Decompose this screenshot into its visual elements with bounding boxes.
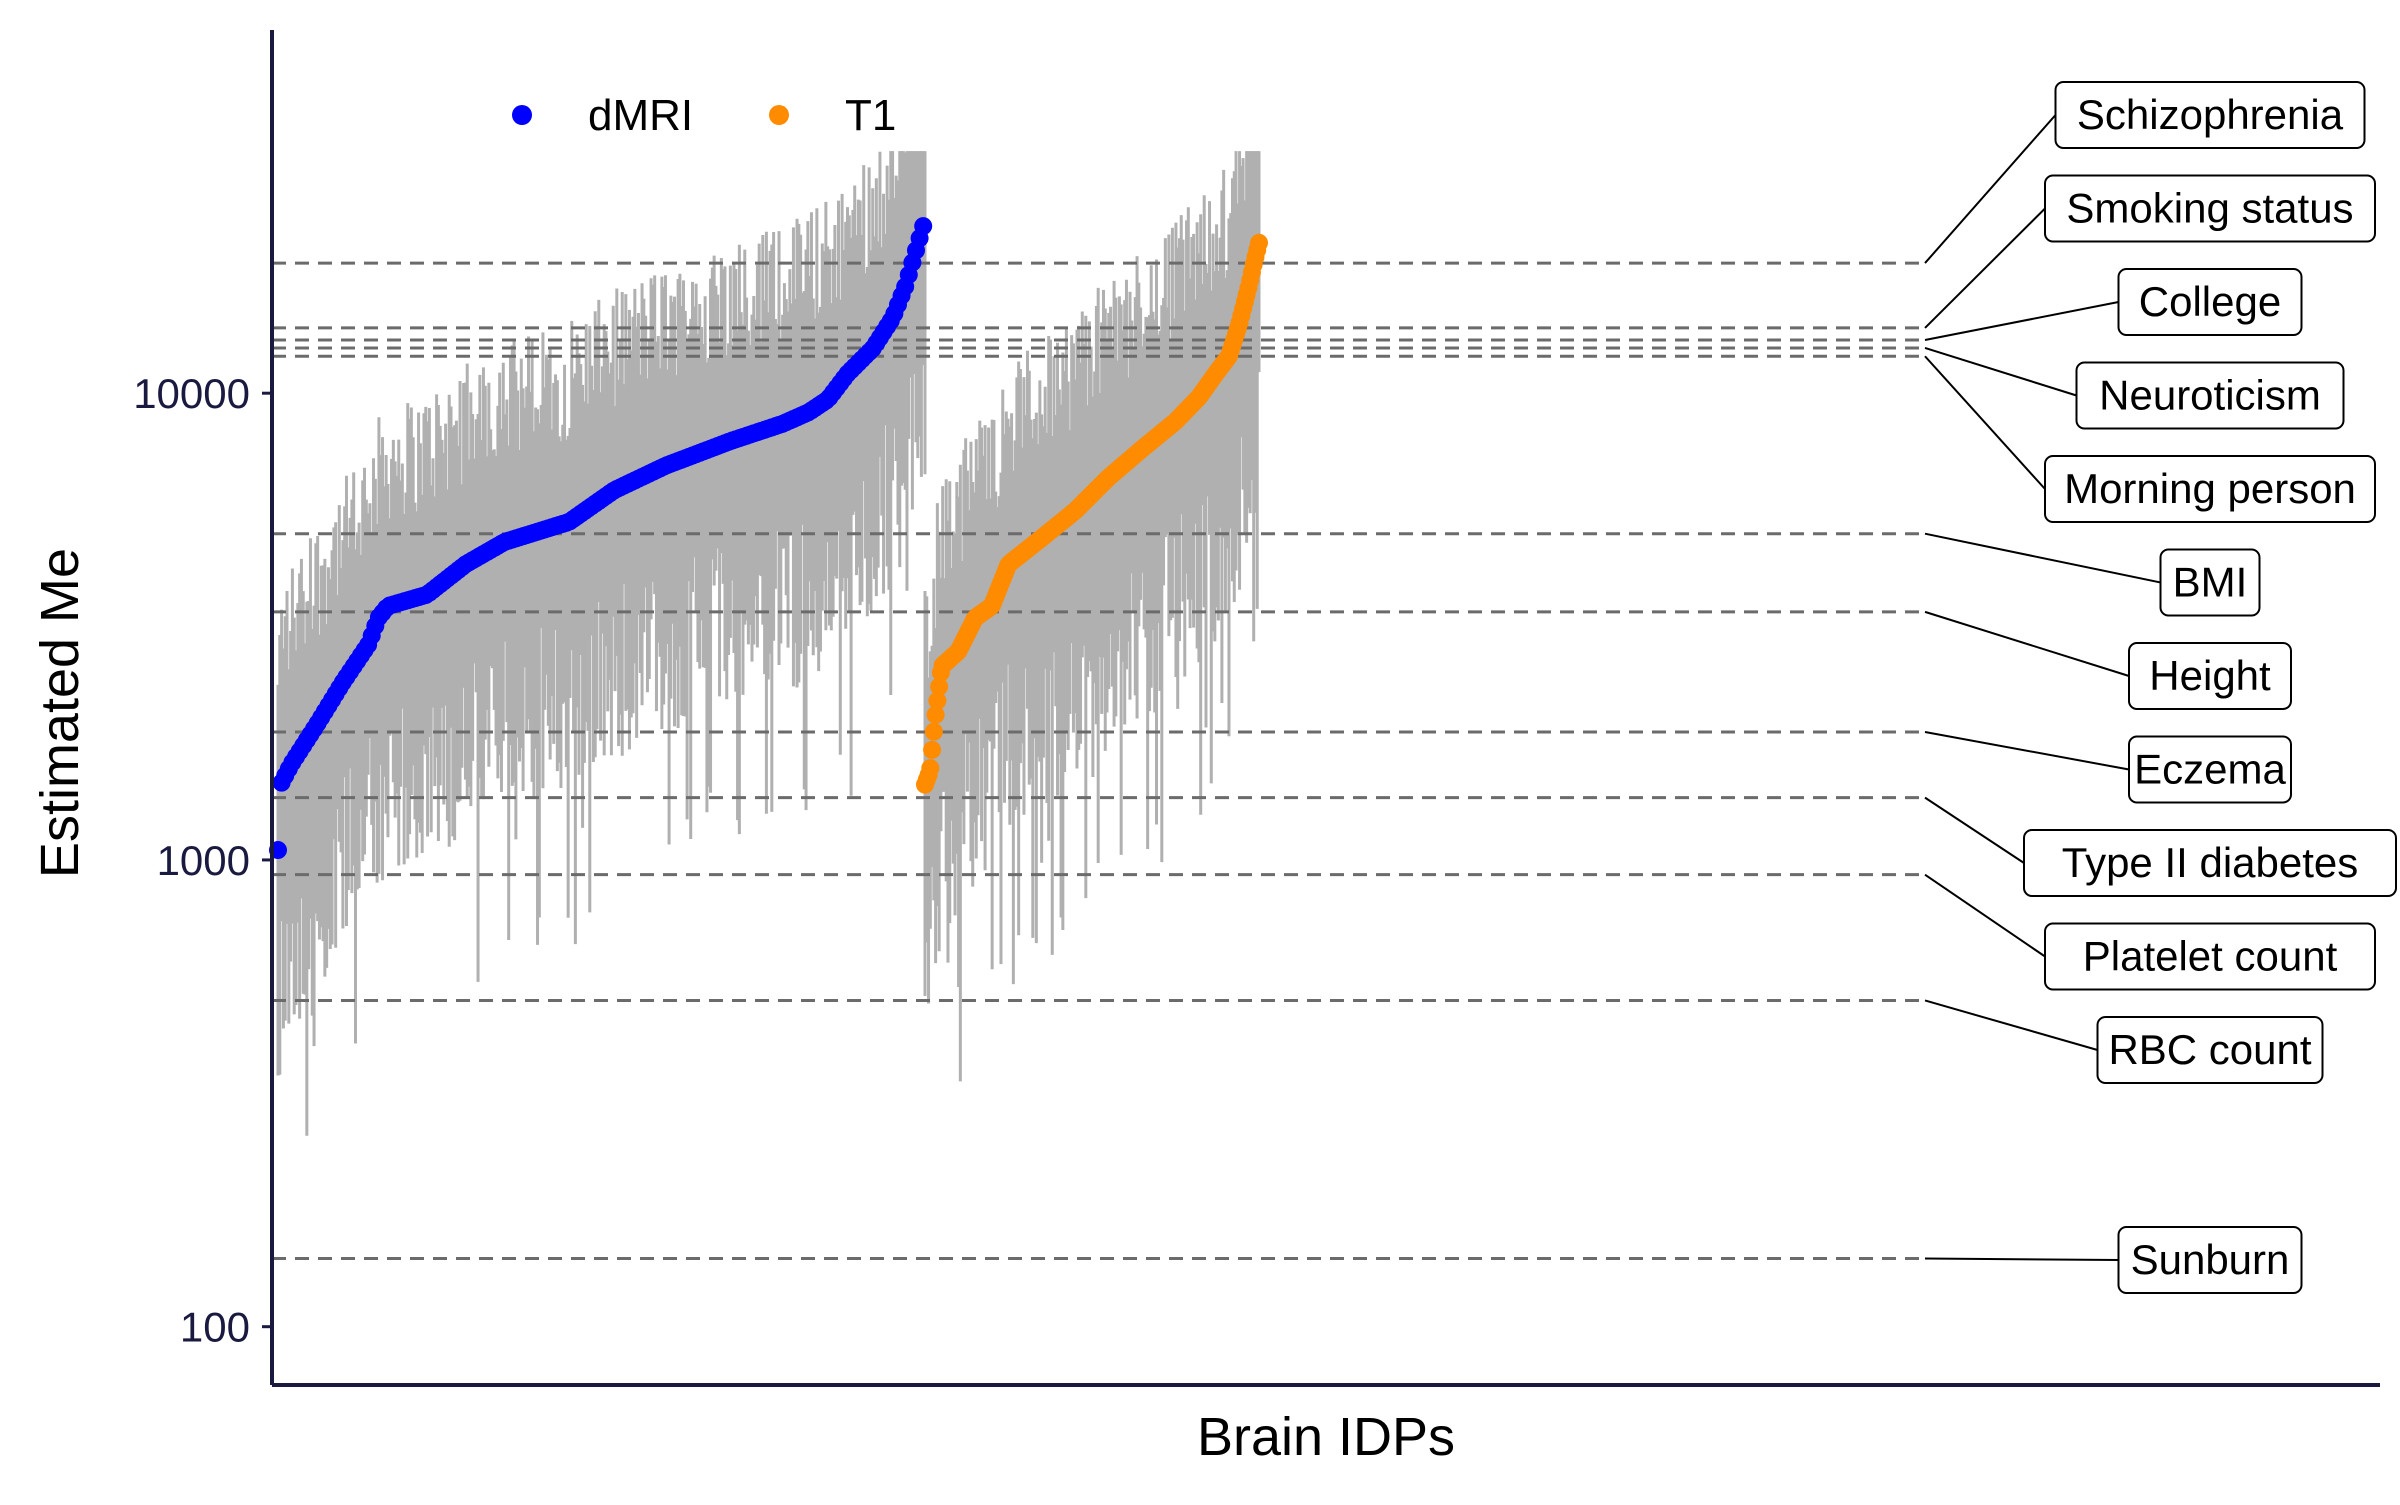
data-point-T1 [923,740,942,759]
reference-label-neuroticism: Neuroticism [1924,347,2345,430]
reference-connector [1924,355,2046,490]
reference-connector [1924,1257,2119,1261]
legend: dMRI T1 [512,91,896,140]
points-T1 [916,233,1268,794]
y-tick-label: 10000 [133,370,250,417]
reference-label-text: BMI [2173,559,2248,606]
reference-connector [1924,796,2025,864]
reference-label-height: Height [1924,610,2292,710]
reference-connector [1924,532,2161,584]
y-tick-label: 1000 [157,837,250,884]
errorbars [276,151,1261,1136]
reference-label-text: Type II diabetes [2062,839,2359,886]
reference-label-text: Height [2149,652,2271,699]
legend-item-t1: T1 [769,91,896,140]
reference-label-rbc-count: RBC count [1924,999,2324,1084]
reference-label-text: College [2139,278,2281,325]
data-point-T1 [928,691,947,710]
reference-connector [1924,207,2046,329]
data-point-dMRI [914,217,933,236]
reference-label-smoking-status: Smoking status [1924,174,2376,329]
legend-label: T1 [845,91,896,140]
reference-label-text: Schizophrenia [2077,91,2344,138]
y-tick-label: 100 [180,1304,250,1351]
legend-item-dmri: dMRI [512,91,693,140]
reference-label-eczema: Eczema [1924,730,2292,804]
y-axis-label: Estimated Me [30,548,90,878]
reference-label-college: College [1924,268,2303,341]
reference-connector [1924,347,2077,397]
reference-connector [1924,301,2119,341]
data-point-T1 [1250,233,1268,252]
reference-label-platelet-count: Platelet count [1924,873,2376,991]
reference-label-text: Smoking status [2066,185,2353,232]
legend-marker [512,105,532,125]
data-point-T1 [924,722,943,741]
reference-connector [1924,114,2057,264]
reference-labels: Schizophrenia Smoking status College Neurot… [1924,81,2397,1294]
reference-label-text: Platelet count [2083,933,2338,980]
reference-connector [1924,999,2098,1051]
reference-label-schizophrenia: Schizophrenia [1924,81,2366,264]
legend-label: dMRI [588,91,693,140]
reference-label-text: RBC count [2108,1026,2311,1073]
x-axis-label: Brain IDPs [1197,1407,1455,1467]
reference-label-text: Sunburn [2131,1236,2290,1283]
data-point-T1 [926,705,945,724]
reference-label-text: Morning person [2064,465,2356,512]
reference-label-sunburn: Sunburn [1924,1226,2303,1294]
reference-label-text: Eczema [2134,746,2286,793]
reference-label-text: Neuroticism [2099,372,2321,419]
reference-label-morning-person: Morning person [1924,355,2376,523]
reference-connector [1924,610,2130,677]
reference-connector [1924,730,2130,771]
axes: 100 1000 10000 [133,30,2380,1387]
data-points [269,217,1268,860]
reference-connector [1924,873,2046,958]
legend-marker [769,105,789,125]
reference-label-type-ii-diabetes: Type II diabetes [1924,796,2397,897]
data-point-T1 [921,759,940,778]
reference-label-bmi: BMI [1924,532,2261,617]
data-point-T1 [930,677,949,696]
points-dMRI [269,217,933,860]
